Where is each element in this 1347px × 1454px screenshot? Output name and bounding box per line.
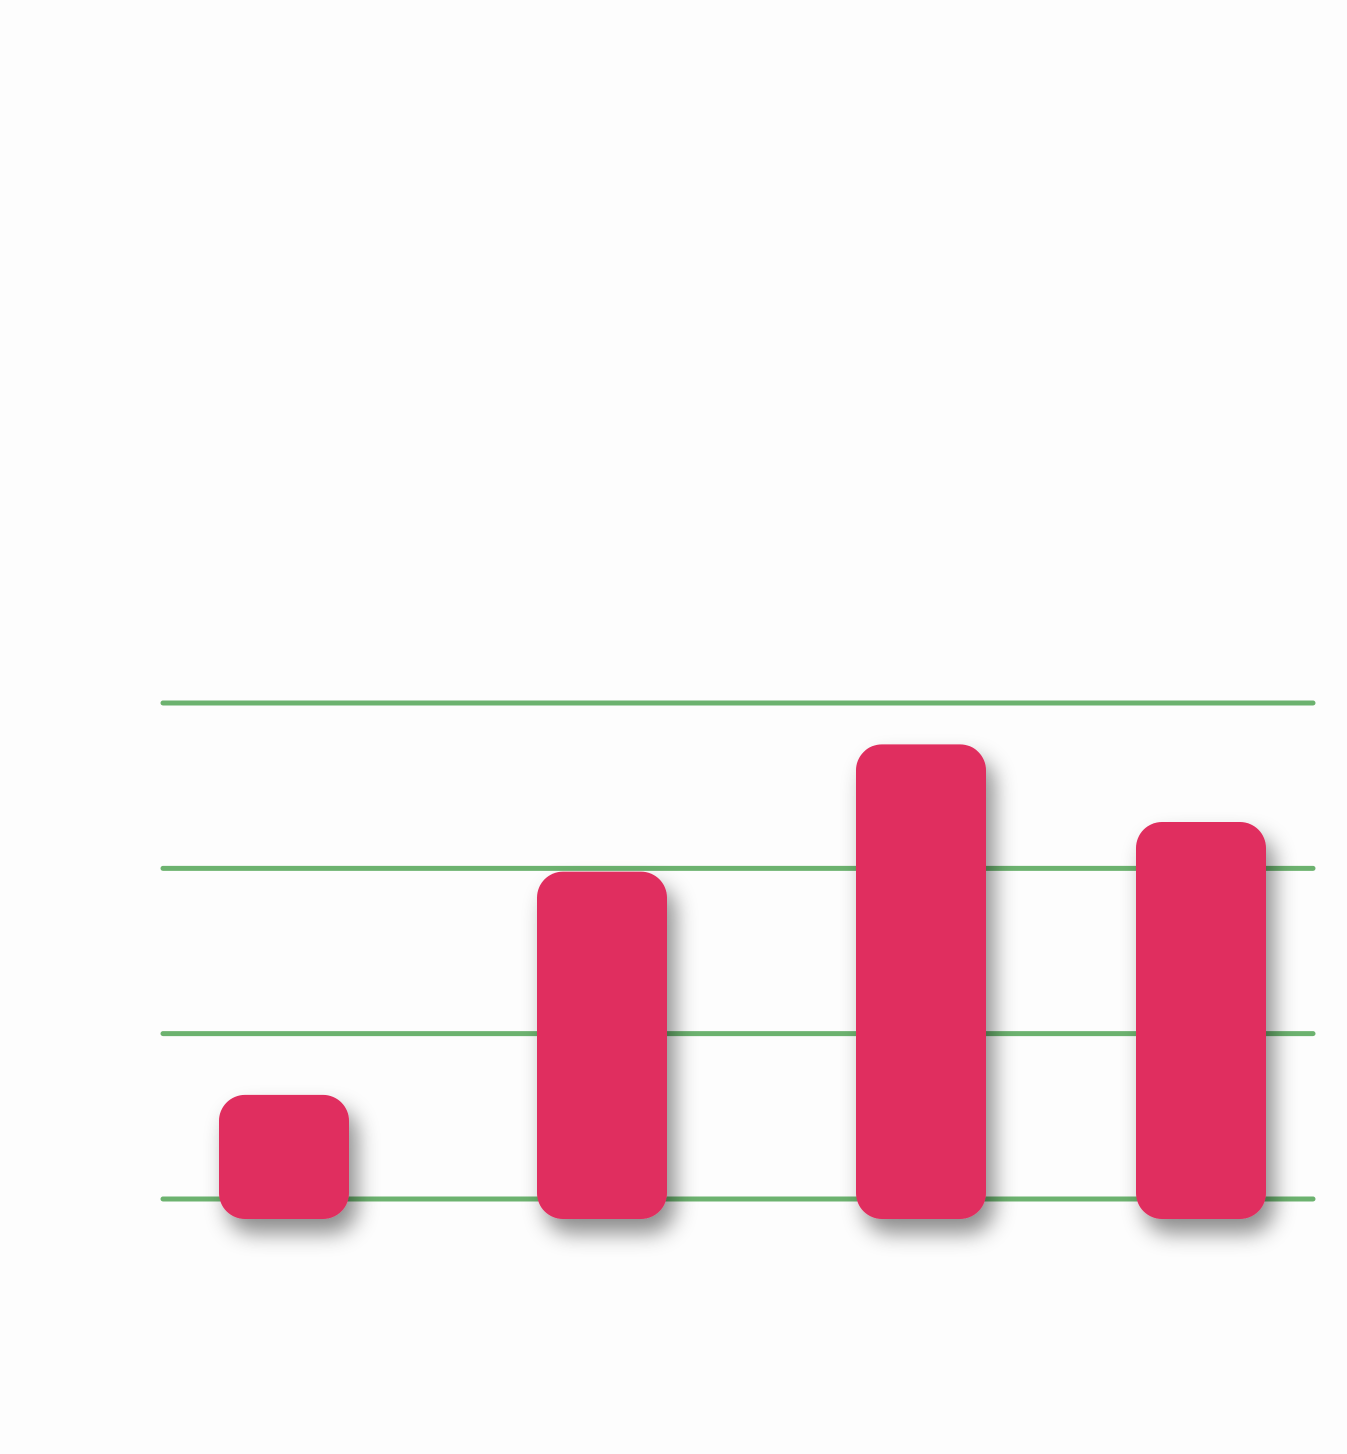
bars [219,744,1266,1219]
bar-1 [537,871,667,1219]
bar-3 [1136,822,1266,1219]
gridlines [160,700,1316,1202]
bar-2 [856,744,986,1219]
bar-0 [219,1094,349,1219]
